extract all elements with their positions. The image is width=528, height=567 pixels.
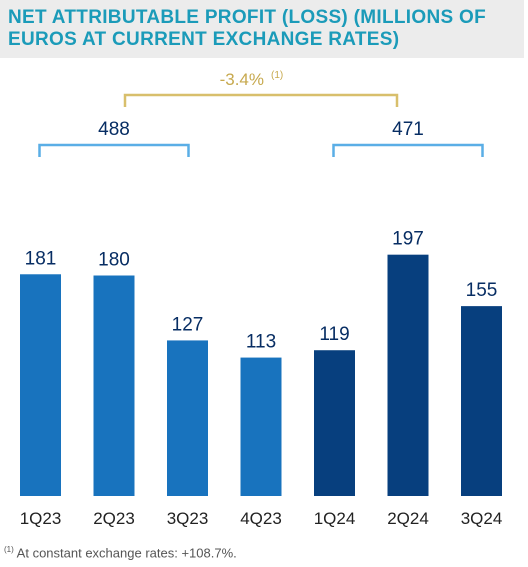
bar-3q24 bbox=[461, 306, 502, 496]
year-total-label-2: 471 bbox=[392, 119, 424, 140]
x-tick-label-1q24: 1Q24 bbox=[314, 509, 356, 528]
footnote: (1) At constant exchange rates: +108.7%. bbox=[4, 545, 237, 560]
title-panel: NET ATTRIBUTABLE PROFIT (LOSS) (MILLIONS… bbox=[0, 0, 524, 58]
bar-2q24 bbox=[387, 254, 429, 496]
footnote-text: At constant exchange rates: +108.7%. bbox=[13, 545, 237, 561]
bar-chart: 181 1Q23 180 2Q23 127 3Q23 113 4Q23 119 1Q24 197 2Q… bbox=[20, 70, 503, 528]
change-label: -3.4% bbox=[220, 70, 264, 89]
bar-3q23 bbox=[167, 340, 208, 496]
bar-4q23 bbox=[240, 357, 282, 496]
year-bracket-1 bbox=[38, 143, 190, 157]
year-bracket-2 bbox=[332, 143, 484, 157]
value-label-4q23: 113 bbox=[246, 332, 276, 353]
chart-title: NET ATTRIBUTABLE PROFIT (LOSS) (MILLIONS… bbox=[8, 7, 487, 50]
change-bracket bbox=[123, 93, 399, 107]
bar-1q23 bbox=[20, 274, 61, 496]
change-note-marker: (1) bbox=[271, 70, 283, 81]
x-tick-label-2q24: 2Q24 bbox=[387, 509, 429, 528]
bar-1q24 bbox=[314, 350, 355, 496]
x-tick-label-2q23: 2Q23 bbox=[93, 509, 135, 528]
x-tick-label-3q24: 3Q24 bbox=[461, 509, 503, 528]
x-tick-label-1q23: 1Q23 bbox=[20, 509, 62, 528]
value-label-2q23: 180 bbox=[98, 250, 130, 271]
bar-2q23 bbox=[93, 275, 135, 496]
year-total-label-1: 488 bbox=[98, 119, 130, 140]
x-tick-label-3q23: 3Q23 bbox=[167, 509, 209, 528]
value-label-1q24: 119 bbox=[319, 324, 349, 345]
value-label-2q24: 197 bbox=[392, 229, 424, 250]
value-label-3q23: 127 bbox=[172, 314, 204, 335]
x-tick-label-4q23: 4Q23 bbox=[240, 509, 282, 528]
footnote-marker: (1) bbox=[4, 545, 14, 554]
value-label-1q23: 181 bbox=[25, 248, 57, 269]
value-label-3q24: 155 bbox=[466, 280, 498, 301]
